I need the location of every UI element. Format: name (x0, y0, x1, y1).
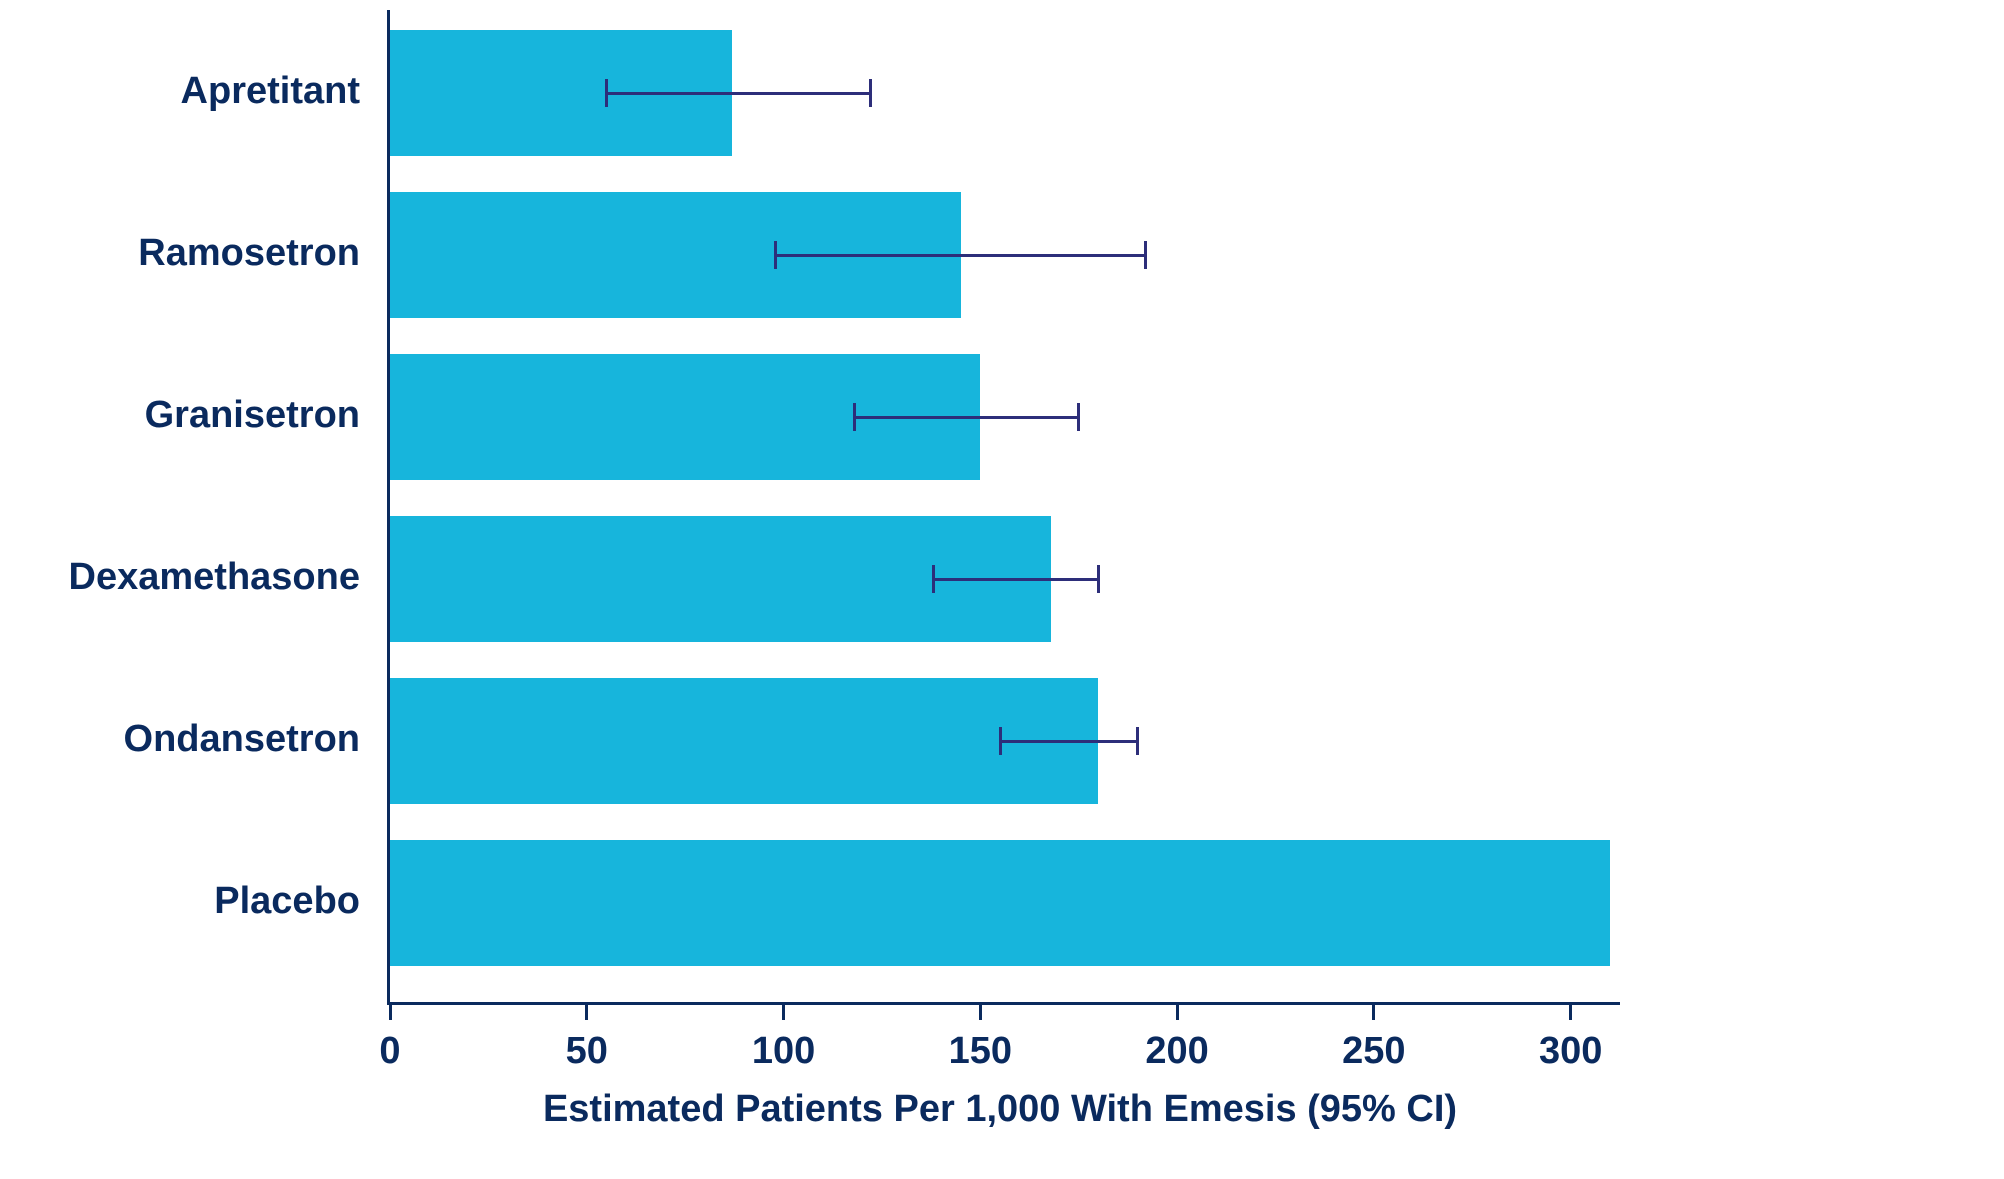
x-tick (979, 1002, 982, 1020)
y-axis-line (387, 10, 390, 1005)
y-label: Granisetron (0, 394, 360, 437)
y-label: Ondansetron (0, 718, 360, 761)
x-tick-label: 150 (949, 1030, 1012, 1073)
y-label: Apretitant (0, 70, 360, 113)
x-tick (389, 1002, 392, 1020)
y-label: Placebo (0, 880, 360, 923)
x-tick-label: 250 (1342, 1030, 1405, 1073)
bar-granisetron (390, 354, 980, 480)
y-label: Ramosetron (0, 232, 360, 275)
x-tick-label: 50 (566, 1030, 608, 1073)
y-label: Dexamethasone (0, 556, 360, 599)
x-tick-label: 300 (1539, 1030, 1602, 1073)
x-axis-title: Estimated Patients Per 1,000 With Emesis… (543, 1088, 1457, 1131)
x-axis-line (387, 1002, 1620, 1005)
bar-dexamethasone (390, 516, 1051, 642)
x-tick (1176, 1002, 1179, 1020)
x-tick (585, 1002, 588, 1020)
x-tick-label: 200 (1145, 1030, 1208, 1073)
bar-placebo (390, 840, 1610, 966)
x-tick (1569, 1002, 1572, 1020)
x-tick (1372, 1002, 1375, 1020)
bar-ondansetron (390, 678, 1098, 804)
x-tick-label: 0 (379, 1030, 400, 1073)
bar-apretitant (390, 30, 732, 156)
plot-area: 050100150200250300 (390, 30, 1610, 1002)
x-tick-label: 100 (752, 1030, 815, 1073)
bar-ramosetron (390, 192, 961, 318)
x-tick (782, 1002, 785, 1020)
emesis-bar-chart: 050100150200250300 Estimated Patients Pe… (0, 0, 2004, 1179)
